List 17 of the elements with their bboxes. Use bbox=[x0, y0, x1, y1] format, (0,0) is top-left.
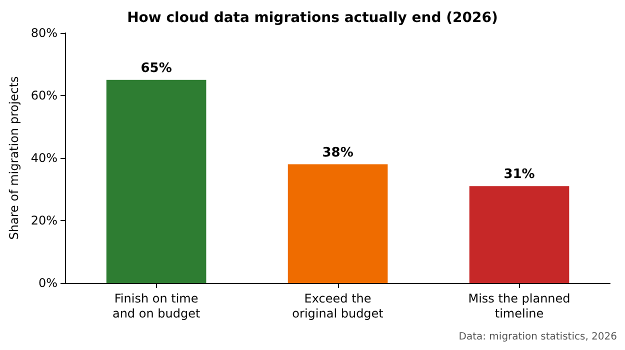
y-axis-title: Share of migration projects bbox=[7, 76, 21, 240]
x-tick-label: Miss the planned timeline bbox=[468, 292, 570, 320]
bar bbox=[469, 186, 570, 283]
y-tick-label: 40% bbox=[30, 151, 58, 165]
y-tick-label: 20% bbox=[30, 214, 58, 228]
bar bbox=[106, 80, 206, 283]
data-label: 65% bbox=[140, 60, 172, 76]
text: Data: migration statistics, 2026 bbox=[458, 332, 618, 342]
data-label: 31% bbox=[504, 167, 535, 182]
y-tick-label: 80% bbox=[30, 26, 58, 40]
y-tick-label: 0% bbox=[38, 276, 58, 290]
data-label: 38% bbox=[322, 145, 354, 160]
chart-title: How cloud data migrations actually end (2026) bbox=[127, 10, 498, 26]
x-tick-label: Exceed the original budget bbox=[292, 292, 384, 320]
y-tick-label: 60% bbox=[30, 88, 58, 102]
bar bbox=[288, 164, 388, 283]
x-tick-label: Finish on time and on budget bbox=[112, 292, 200, 320]
